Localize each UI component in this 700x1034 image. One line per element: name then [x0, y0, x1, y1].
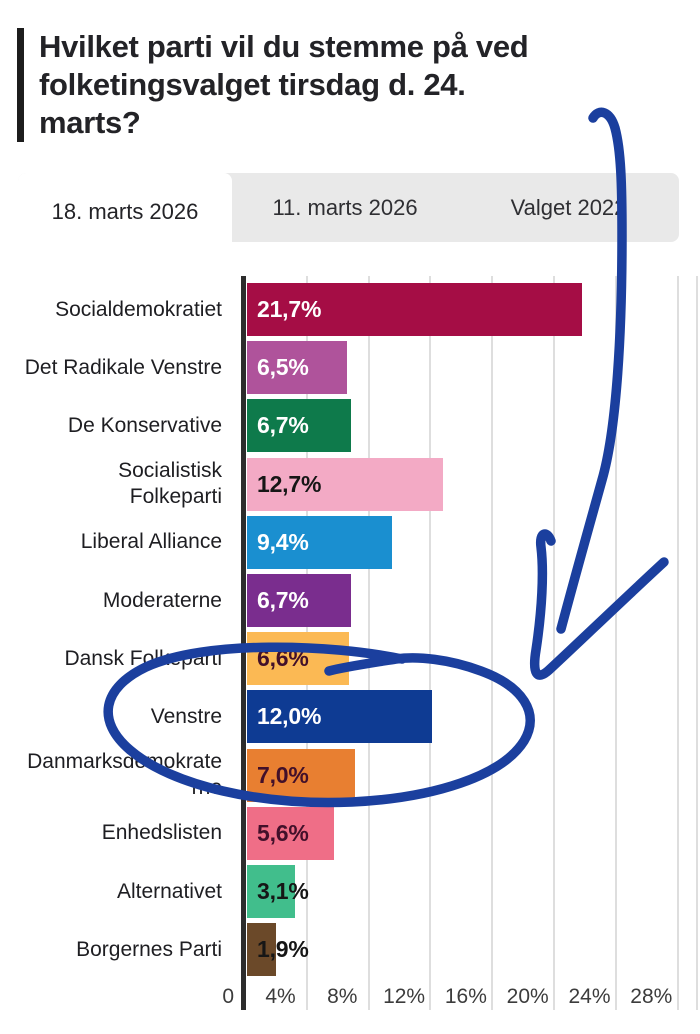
bar-venstre: 12,0% — [247, 690, 433, 744]
party-label: Moderaterne — [102, 588, 222, 612]
gridline — [553, 276, 555, 1010]
party-label: Enhedslisten — [101, 821, 222, 845]
tab-11-marts-2026[interactable]: 11. marts 2026 — [232, 173, 458, 242]
bar-det-radikale-venstre: 6,5% — [247, 341, 348, 395]
bar-socialdemokratiet: 21,7% — [247, 283, 583, 336]
page-title-line1: Hvilket parti vil du stemme på ved — [39, 29, 529, 64]
gridline — [429, 276, 432, 1010]
x-tick-label: 16% — [444, 985, 487, 1008]
plot-edge-line — [696, 276, 698, 1010]
bar-value-label: 5,6% — [257, 819, 309, 846]
x-tick-label: 20% — [506, 985, 549, 1008]
gridline — [676, 276, 679, 1010]
bar-enhedslisten: 5,6% — [247, 806, 334, 860]
bar-value-label: 6,7% — [257, 412, 309, 439]
page-title-line2: folketingsvalget tirsdag d. 24. — [39, 67, 466, 102]
bar-liberal-alliance: 9,4% — [247, 515, 393, 569]
party-label: Socialdemokratiet — [55, 297, 222, 321]
gridline — [367, 276, 370, 1010]
bar-dansk-folkeparti: 6,6% — [247, 632, 349, 686]
bar-value-label: 12,0% — [257, 703, 322, 730]
bar-value-label: 9,4% — [257, 528, 309, 555]
party-label: Alternativet — [116, 879, 222, 903]
bar-value-label: 1,9% — [257, 936, 309, 963]
x-tick-label: 8% — [327, 985, 358, 1008]
party-label: Socialistisk Folkeparti — [118, 459, 222, 509]
tab-label: 18. marts 2026 — [51, 199, 199, 224]
x-tick-label: 28% — [630, 985, 673, 1008]
gridline — [491, 276, 494, 1010]
bar-value-label: 21,7% — [257, 296, 322, 322]
bar-de-konservative: 6,7% — [247, 399, 351, 453]
x-tick-label: 4% — [265, 985, 296, 1008]
page-title-line3: marts? — [39, 105, 141, 140]
bar-value-label: 6,5% — [257, 354, 309, 381]
bar-value-label: 6,7% — [257, 587, 309, 613]
page-title: Hvilket parti vil du stemme på ved folke… — [39, 28, 529, 142]
x-tick-label: 24% — [568, 985, 611, 1008]
party-label: Dansk Folkeparti — [64, 646, 222, 670]
bar-moderaterne: 6,7% — [247, 574, 351, 627]
party-label: Venstre — [150, 704, 222, 728]
tab-label: 11. marts 2026 — [272, 194, 418, 220]
bar-borgernes-parti: 1,9% — [247, 923, 309, 977]
party-label: Danmarksdemokraterne — [27, 750, 222, 800]
bar-socialistisk-folkeparti: 12,7% — [247, 457, 444, 511]
title-block: Hvilket parti vil du stemme på ved folke… — [17, 28, 657, 142]
party-label: De Konservative — [67, 413, 222, 437]
bar-value-label: 12,7% — [257, 470, 322, 497]
x-tick-label: 0 — [222, 985, 234, 1008]
bar-value-label: 3,1% — [257, 878, 309, 904]
x-tick-label: 12% — [383, 985, 426, 1008]
party-label: Borgernes Parti — [76, 937, 222, 961]
y-axis-line — [241, 276, 246, 1010]
gridline — [614, 276, 617, 1010]
party-label: Det Radikale Venstre — [24, 355, 222, 379]
bar-danmarksdemokraterne: 7,0% — [247, 748, 356, 802]
bar-value-label: 6,6% — [257, 645, 309, 672]
tab-18-marts-2026[interactable]: 18. marts 2026 — [18, 173, 232, 251]
party-label: Liberal Alliance — [80, 530, 222, 554]
bar-alternativet: 3,1% — [247, 865, 309, 918]
title-accent-bar — [17, 28, 24, 142]
bar-value-label: 7,0% — [257, 761, 309, 788]
